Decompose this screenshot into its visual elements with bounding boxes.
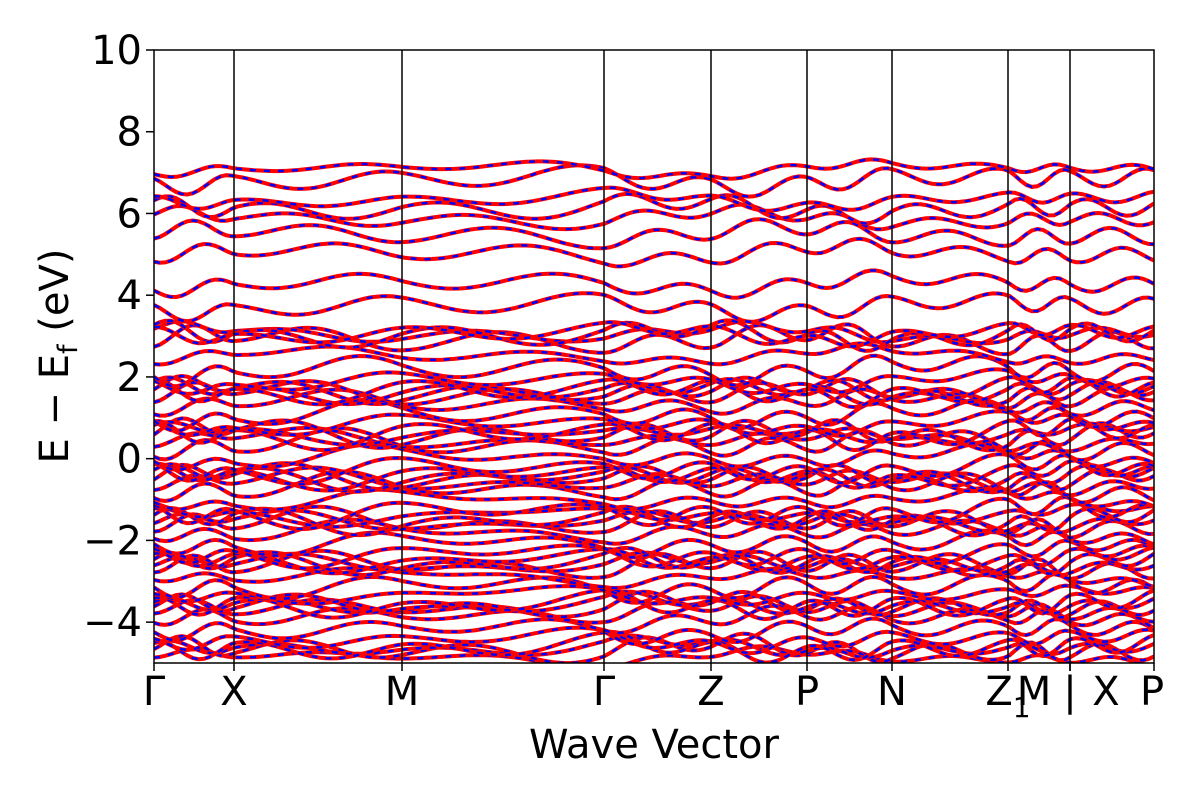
band-line-blue-dashed <box>154 417 1154 452</box>
band-line-red <box>154 462 1154 494</box>
band-line-blue-dashed <box>154 323 1154 356</box>
band-line-blue-dashed <box>154 590 1154 619</box>
high-symmetry-lines <box>233 50 1071 663</box>
k-point-name: M <box>385 669 420 715</box>
band-line-blue-dashed <box>154 319 1154 353</box>
band-lines <box>154 157 1154 663</box>
k-point-name: X <box>220 669 247 715</box>
k-point-name: Z <box>697 669 724 715</box>
band-line-blue-dashed <box>154 584 1154 607</box>
y-axis-label-main: E − E <box>32 354 78 464</box>
k-point-label: N <box>877 669 907 715</box>
band-line-blue-dashed <box>154 572 1154 604</box>
y-axis-label: E − Ef (eV) <box>32 249 84 464</box>
band-line-blue-dashed <box>154 354 1154 388</box>
k-point-label: Z1 <box>985 669 1030 724</box>
band-line-blue-dashed <box>154 237 1154 268</box>
band-line-red <box>154 236 1154 269</box>
band-line-red <box>154 291 1154 324</box>
band-line-blue-dashed <box>154 617 1154 646</box>
band-line-blue-dashed <box>154 375 1154 409</box>
k-point-label: Z <box>697 669 724 715</box>
y-tick-label: −4 <box>83 600 142 646</box>
k-point-name: Γ <box>593 669 616 715</box>
band-line-blue-dashed <box>154 374 1154 408</box>
k-point-name: P <box>795 669 819 715</box>
x-axis-ticks: Γ X M Γ Z P N Z1M X P| <box>143 663 1164 724</box>
y-tick-label: 8 <box>117 110 142 156</box>
k-point-name: Z <box>985 669 1012 715</box>
k-point-name: M <box>1017 669 1052 715</box>
y-axis-ticks: −4 −2 0 2 4 6 8 10 <box>83 28 154 646</box>
band-line-blue-dashed <box>154 495 1154 531</box>
k-point-label: X <box>220 669 247 715</box>
band-line-blue-dashed <box>154 442 1154 471</box>
k-point-label: Γ <box>593 669 616 715</box>
band-line-blue-dashed <box>154 486 1154 511</box>
band-line-blue-dashed <box>154 342 1154 366</box>
k-path-break-marker: | <box>1063 669 1076 715</box>
band-line-blue-dashed <box>154 426 1154 462</box>
band-line-blue-dashed <box>154 452 1154 486</box>
band-line-blue-dashed <box>154 158 1154 180</box>
plot-frame <box>153 49 1155 664</box>
y-tick-label: 6 <box>117 191 142 237</box>
band-line-blue-dashed <box>154 420 1154 447</box>
y-axis-label-unit: (eV) <box>32 249 78 345</box>
y-axis-label-subscript: f <box>53 343 84 354</box>
band-line-blue-dashed <box>154 470 1154 504</box>
y-tick-label: 10 <box>91 28 142 74</box>
k-point-label: M <box>1017 669 1052 715</box>
k-point-name: X <box>1092 669 1119 715</box>
k-point-label: Γ <box>143 669 166 715</box>
band-line-blue-dashed <box>154 192 1154 225</box>
k-point-name: P <box>1140 669 1164 715</box>
k-point-label: X <box>1092 669 1119 715</box>
band-line-blue-dashed <box>154 368 1154 396</box>
band-line-blue-dashed <box>154 164 1154 198</box>
band-line-blue-dashed <box>154 626 1154 655</box>
k-point-name: Γ <box>143 669 166 715</box>
band-line-blue-dashed <box>154 217 1154 250</box>
y-tick-label: 0 <box>117 437 142 483</box>
band-line-blue-dashed <box>154 269 1154 299</box>
k-point-subscript: 1 <box>1013 691 1031 724</box>
band-line-blue-dashed <box>154 320 1154 348</box>
k-point-label: M <box>385 669 420 715</box>
y-tick-label: 2 <box>117 355 142 401</box>
x-axis-label: Wave Vector <box>529 722 780 768</box>
band-line-blue-dashed <box>154 291 1154 323</box>
band-line-blue-dashed <box>154 546 1154 577</box>
band-line-blue-dashed <box>154 376 1154 406</box>
band-line-blue-dashed <box>154 461 1154 494</box>
band-line-blue-dashed <box>154 186 1154 213</box>
y-tick-label: −2 <box>83 518 142 564</box>
band-line-blue-dashed <box>154 409 1154 438</box>
k-point-label: P <box>795 669 819 715</box>
band-line-blue-dashed <box>154 546 1154 575</box>
y-tick-label: 4 <box>117 273 142 319</box>
band-line-red <box>154 538 1154 571</box>
k-point-label: P <box>1140 669 1164 715</box>
k-point-name: N <box>877 669 907 715</box>
band-line-blue-dashed <box>154 508 1154 535</box>
band-line-blue-dashed <box>154 203 1154 231</box>
band-line-red <box>154 458 1154 493</box>
band-line-blue-dashed <box>154 588 1154 621</box>
